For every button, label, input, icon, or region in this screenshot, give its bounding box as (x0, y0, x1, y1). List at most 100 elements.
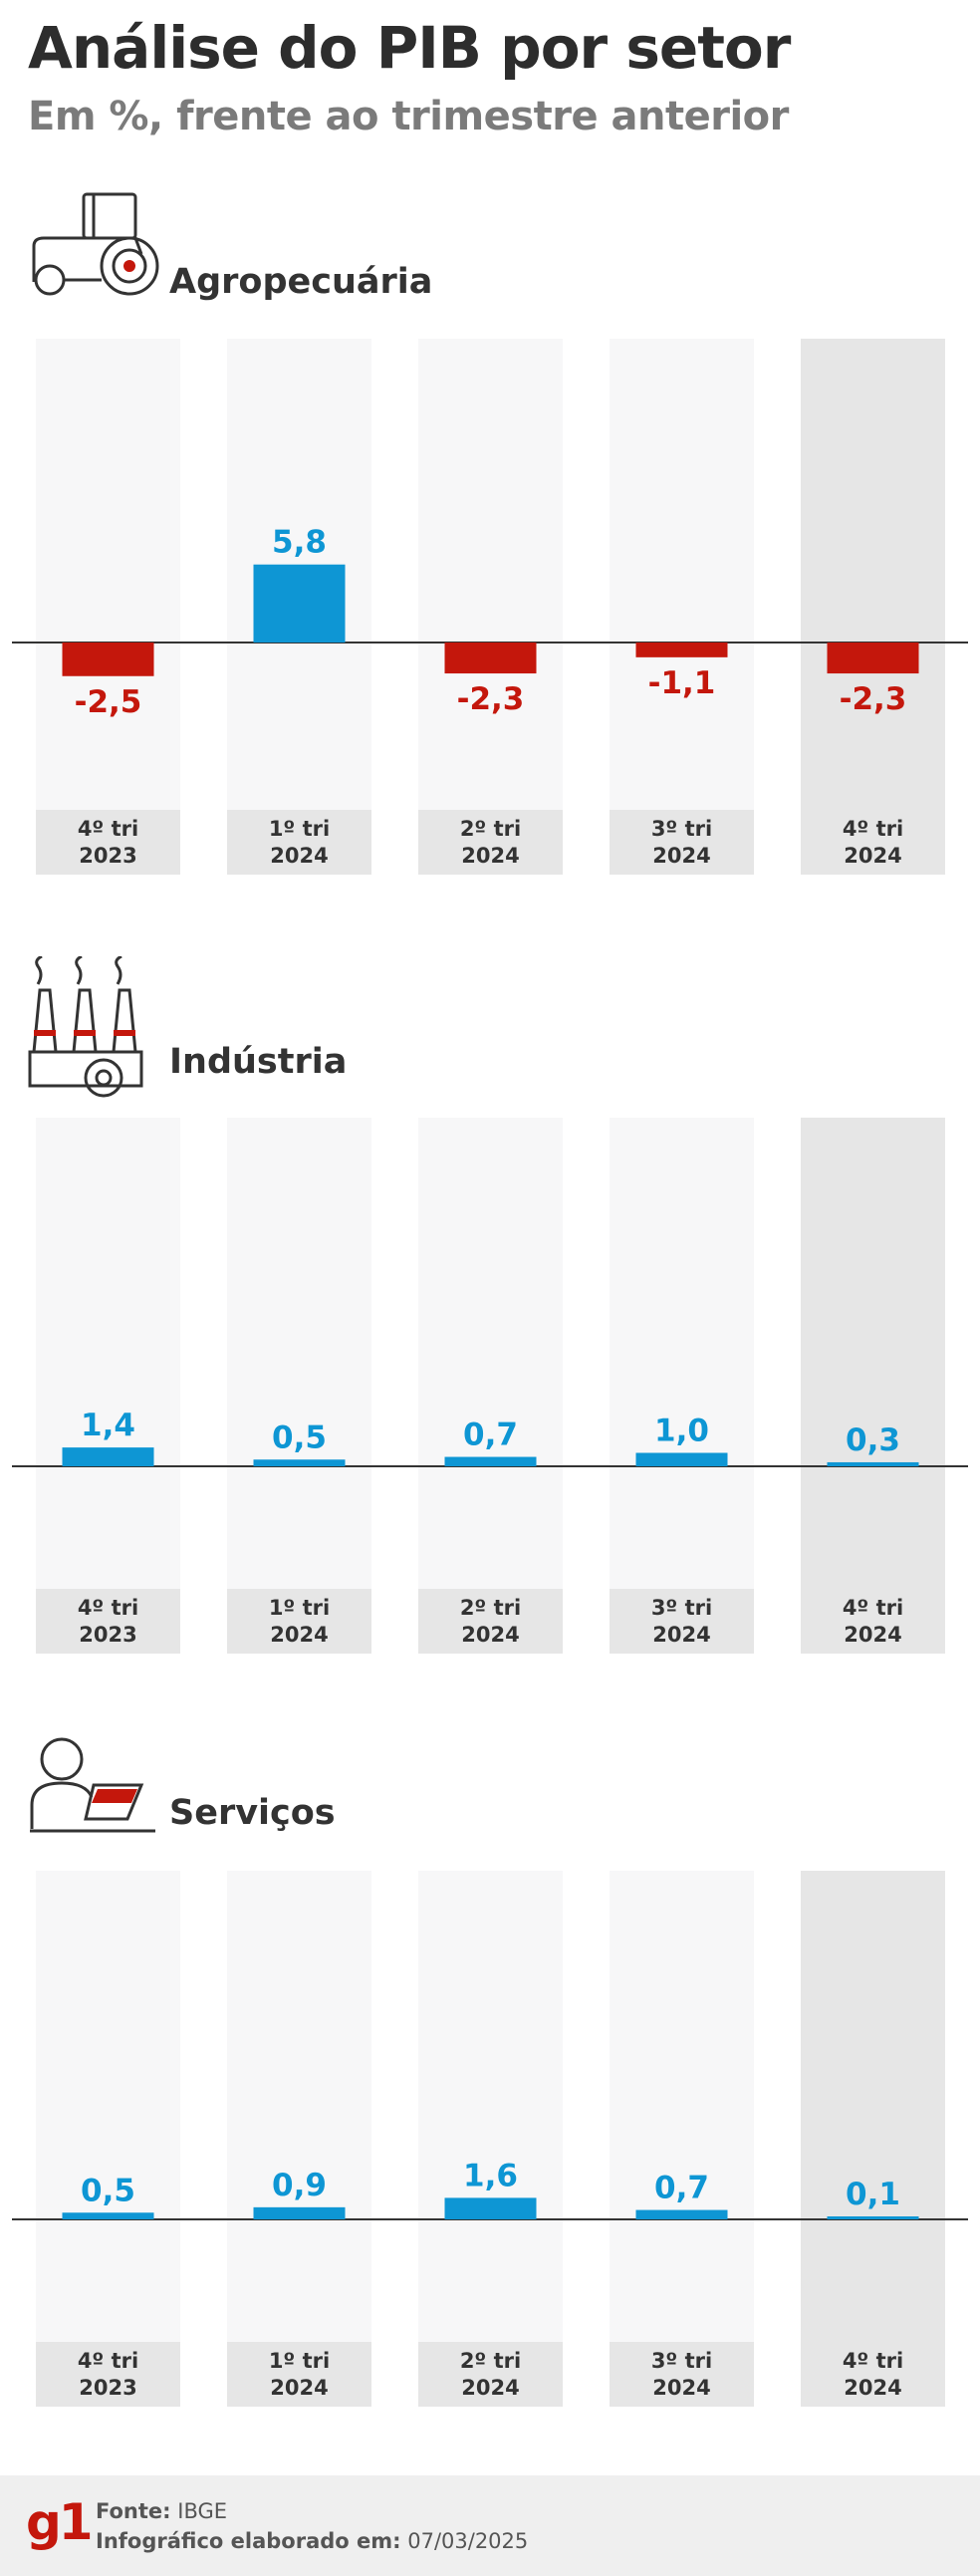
column-bg (610, 1118, 754, 1589)
bar-value-label: 0,9 (272, 2168, 327, 2203)
column-bg (418, 1871, 563, 2342)
category-label: 3º tri (651, 2349, 712, 2373)
factory-icon (28, 956, 143, 1098)
bar (444, 643, 537, 674)
category-label: 4º tri (843, 817, 903, 841)
column-bg (418, 1118, 563, 1589)
bar (635, 2209, 728, 2219)
bar-value-label: -2,5 (75, 684, 142, 720)
category-label: 4º tri (843, 1596, 903, 1620)
footer-source-value: IBGE (177, 2499, 228, 2523)
column-bg (36, 339, 180, 810)
category-label-bg (36, 1589, 180, 1654)
category-label: 2024 (844, 2376, 901, 2400)
category-label-bg (418, 810, 563, 875)
category-label: 2024 (844, 1623, 901, 1647)
worker-icon (30, 1737, 155, 1833)
bar-value-label: 0,5 (272, 1419, 327, 1455)
chart-industria: 4º tri 2023 1º tri 2024 2º tri 2024 3º tri 2024… (0, 1118, 980, 1656)
column-bg (610, 339, 754, 810)
category-label-bg (610, 810, 754, 875)
column-bg (227, 1871, 371, 2342)
chart-servicos: 4º tri 2023 1º tri 2024 2º tri 2024 3º tri 2024… (0, 1871, 980, 2409)
bar-value-label: 0,1 (846, 2177, 900, 2212)
category-label: 2024 (652, 1623, 710, 1647)
category-label: 2º tri (460, 1596, 521, 1620)
bar (253, 1459, 346, 1466)
column-bg (227, 1118, 371, 1589)
bar (635, 643, 728, 657)
category-label-bg (36, 2342, 180, 2407)
category-label: 2024 (461, 1623, 519, 1647)
category-label: 4º tri (78, 817, 138, 841)
category-label: 2024 (461, 844, 519, 868)
category-label: 4º tri (843, 2349, 903, 2373)
bar (253, 2206, 346, 2219)
category-label-bg (418, 1589, 563, 1654)
category-label: 2023 (79, 1623, 136, 1647)
category-label: 2024 (652, 844, 710, 868)
category-label-bg (610, 2342, 754, 2407)
category-label: 2023 (79, 2376, 136, 2400)
bar-chart-agropecuaria: 4º tri 2023 1º tri 2024 2º tri 2024 3º tri 2024… (12, 339, 968, 875)
category-label: 2024 (270, 844, 328, 868)
category-label-bg (227, 2342, 371, 2407)
category-label: 1º tri (269, 817, 330, 841)
category-label: 3º tri (651, 1596, 712, 1620)
bar-value-label: 5,8 (272, 525, 327, 561)
category-label: 3º tri (651, 817, 712, 841)
category-label: 2024 (270, 1623, 328, 1647)
footer-date-label: Infográfico elaborado em: (96, 2529, 401, 2553)
footer-date-value: 07/03/2025 (407, 2529, 529, 2553)
category-label-bg (801, 1589, 945, 1654)
bar-value-label: 1,6 (463, 2158, 518, 2193)
category-label: 2º tri (460, 2349, 521, 2373)
footer: g1 Fonte: IBGE Infográfico elaborado em:… (0, 2475, 980, 2576)
category-label: 2024 (652, 2376, 710, 2400)
category-label-bg (418, 2342, 563, 2407)
bar-value-label: 0,3 (846, 1422, 900, 1458)
bar-value-label: 1,4 (81, 1408, 135, 1443)
footer-source: Fonte: IBGE (96, 2499, 227, 2523)
bar (62, 643, 154, 676)
g1-logo: g1 (26, 2493, 94, 2551)
category-label: 2024 (844, 844, 901, 868)
section-title-agropecuaria: Agropecuária (169, 262, 433, 302)
category-label: 1º tri (269, 1596, 330, 1620)
bar-chart-industria: 4º tri 2023 1º tri 2024 2º tri 2024 3º tri 2024… (12, 1118, 968, 1654)
bar (62, 1447, 154, 1466)
footer-date: Infográfico elaborado em: 07/03/2025 (96, 2529, 528, 2553)
bar-value-label: 0,7 (654, 2171, 709, 2206)
column-bg (36, 1871, 180, 2342)
section-title-industria: Indústria (169, 1042, 348, 1082)
bar-value-label: 1,0 (654, 1414, 709, 1449)
category-label-bg (227, 810, 371, 875)
page-subtitle: Em %, frente ao trimestre anterior (28, 94, 789, 139)
category-label: 4º tri (78, 2349, 138, 2373)
category-label: 2024 (461, 2376, 519, 2400)
bar-chart-servicos: 4º tri 2023 1º tri 2024 2º tri 2024 3º tri 2024… (12, 1871, 968, 2407)
column-bg (610, 1871, 754, 2342)
category-label: 2023 (79, 844, 136, 868)
tractor-icon (32, 192, 159, 296)
category-label: 1º tri (269, 2349, 330, 2373)
section-title-servicos: Serviços (169, 1793, 336, 1833)
category-label: 2024 (270, 2376, 328, 2400)
bar-value-label: 0,5 (81, 2173, 135, 2208)
category-label: 2º tri (460, 817, 521, 841)
bar-value-label: 0,7 (463, 1417, 518, 1453)
column-bg (36, 1118, 180, 1589)
column-bg (801, 339, 945, 810)
category-label-bg (610, 1589, 754, 1654)
category-label-bg (227, 1589, 371, 1654)
bar-value-label: -2,3 (457, 681, 525, 717)
column-bg (801, 1118, 945, 1589)
bar (827, 2216, 919, 2219)
column-bg (801, 1871, 945, 2342)
bar (444, 1456, 537, 1466)
bar (444, 2197, 537, 2219)
bar-value-label: -1,1 (648, 665, 716, 701)
category-label-bg (801, 810, 945, 875)
footer-source-label: Fonte: (96, 2499, 171, 2523)
bar (827, 643, 919, 674)
